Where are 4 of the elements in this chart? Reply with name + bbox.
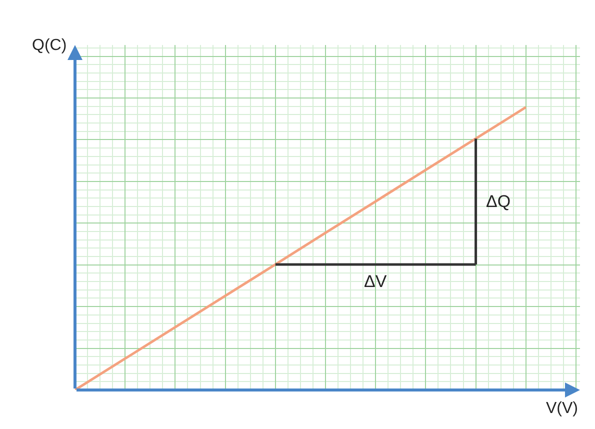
x-axis-title: V(V) [546,400,578,417]
annotation: ΔQ [486,192,511,211]
annotation: ΔV [364,272,388,291]
y-axis-title: Q(C) [32,37,67,54]
